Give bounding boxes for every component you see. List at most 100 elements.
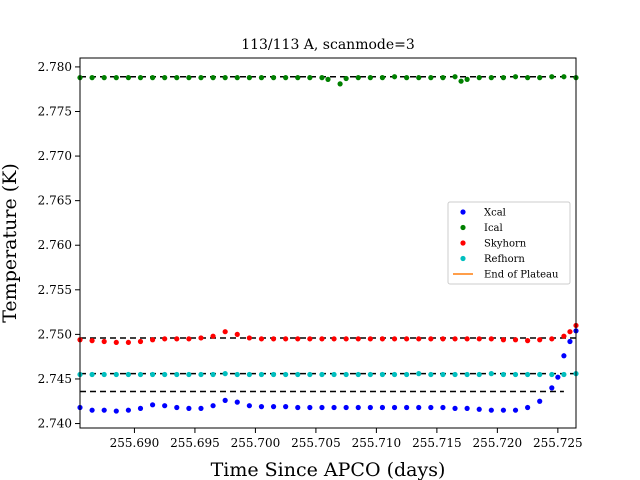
point-skyhorn <box>149 337 156 343</box>
point-skyhorn <box>113 339 119 346</box>
point-ical <box>458 78 464 84</box>
point-refhorn <box>549 371 555 378</box>
point-skyhorn <box>331 336 337 342</box>
point-xcal <box>379 404 386 411</box>
point-ical <box>210 75 216 81</box>
point-ical <box>561 74 567 80</box>
point-skyhorn <box>452 336 458 342</box>
point-ical <box>125 75 131 81</box>
point-skyhorn <box>464 336 470 342</box>
point-ical <box>186 75 192 81</box>
point-ical <box>89 75 95 81</box>
point-xcal <box>416 404 422 411</box>
point-refhorn <box>476 371 482 378</box>
point-refhorn <box>355 371 361 378</box>
point-skyhorn <box>186 336 192 342</box>
point-ical <box>295 75 301 81</box>
legend-label: Xcal <box>484 208 506 219</box>
point-skyhorn <box>525 338 531 344</box>
point-xcal <box>367 404 373 411</box>
point-xcal <box>307 404 313 411</box>
point-refhorn <box>258 371 265 378</box>
point-skyhorn <box>561 333 567 339</box>
point-skyhorn <box>367 336 373 342</box>
x-tick-label: 255.720 <box>473 436 523 450</box>
point-xcal <box>512 407 519 413</box>
point-xcal <box>319 404 325 411</box>
point-skyhorn <box>567 329 573 335</box>
series-xcal <box>77 328 579 414</box>
point-refhorn <box>174 371 180 378</box>
point-skyhorn <box>343 336 349 342</box>
point-refhorn <box>137 371 144 378</box>
point-ical <box>101 75 107 81</box>
point-refhorn <box>319 371 325 378</box>
point-xcal <box>476 406 482 412</box>
point-ical <box>343 75 349 82</box>
point-skyhorn <box>101 338 107 345</box>
legend-item-ical: Ical <box>460 223 503 234</box>
y-tick-label: 2.750 <box>38 327 72 341</box>
point-skyhorn <box>416 336 422 342</box>
x-tick-label: 255.690 <box>110 436 160 450</box>
point-ical <box>198 75 204 81</box>
point-xcal <box>149 402 156 408</box>
point-ical <box>488 75 494 81</box>
point-refhorn <box>452 371 458 378</box>
point-xcal <box>258 404 265 410</box>
legend-item-end-of-plateau: End of Plateau <box>453 270 559 281</box>
point-refhorn <box>307 371 313 378</box>
point-ical <box>319 75 325 81</box>
point-xcal <box>525 404 531 411</box>
point-refhorn <box>222 371 228 377</box>
legend-item-refhorn: Refhorn <box>460 254 525 265</box>
x-tick-label: 255.700 <box>231 436 281 450</box>
y-tick-label: 2.745 <box>38 372 72 386</box>
series-ical <box>77 74 579 87</box>
point-skyhorn <box>89 338 95 344</box>
y-tick-label: 2.780 <box>38 60 72 74</box>
point-refhorn <box>125 371 131 378</box>
point-refhorn <box>162 371 168 378</box>
point-xcal <box>162 403 168 409</box>
point-refhorn <box>186 371 192 378</box>
point-skyhorn <box>137 338 144 345</box>
point-skyhorn <box>234 331 240 337</box>
y-axis-label: Temperature (K) <box>0 163 21 323</box>
point-refhorn <box>391 371 398 378</box>
point-refhorn <box>525 371 531 378</box>
point-xcal <box>567 338 573 345</box>
point-xcal <box>555 374 561 380</box>
point-skyhorn <box>355 336 361 342</box>
x-tick-label: 255.715 <box>412 436 462 450</box>
legend-marker <box>460 209 466 215</box>
point-refhorn <box>149 371 156 378</box>
point-skyhorn <box>319 336 325 342</box>
point-xcal <box>113 408 119 414</box>
point-skyhorn <box>210 333 216 339</box>
point-ical <box>246 75 252 81</box>
legend-marker <box>460 224 466 231</box>
point-skyhorn <box>270 336 277 342</box>
point-ical <box>416 75 422 81</box>
x-tick-label: 255.725 <box>533 436 583 450</box>
point-skyhorn <box>404 336 410 342</box>
point-ical <box>452 74 458 80</box>
point-ical <box>428 75 434 81</box>
point-xcal <box>537 398 543 404</box>
point-ical <box>367 75 373 81</box>
point-ical <box>234 75 240 81</box>
point-ical <box>512 74 519 80</box>
point-skyhorn <box>258 336 265 342</box>
point-xcal <box>283 404 289 410</box>
point-skyhorn <box>488 336 494 342</box>
chart-title: 113/113 A, scanmode=3 <box>241 37 415 53</box>
point-refhorn <box>416 371 422 377</box>
point-skyhorn <box>198 335 204 341</box>
x-tick-label: 255.710 <box>352 436 402 450</box>
point-xcal <box>125 407 131 413</box>
point-xcal <box>440 404 446 411</box>
point-refhorn <box>113 371 119 378</box>
plot-frame <box>79 57 577 429</box>
